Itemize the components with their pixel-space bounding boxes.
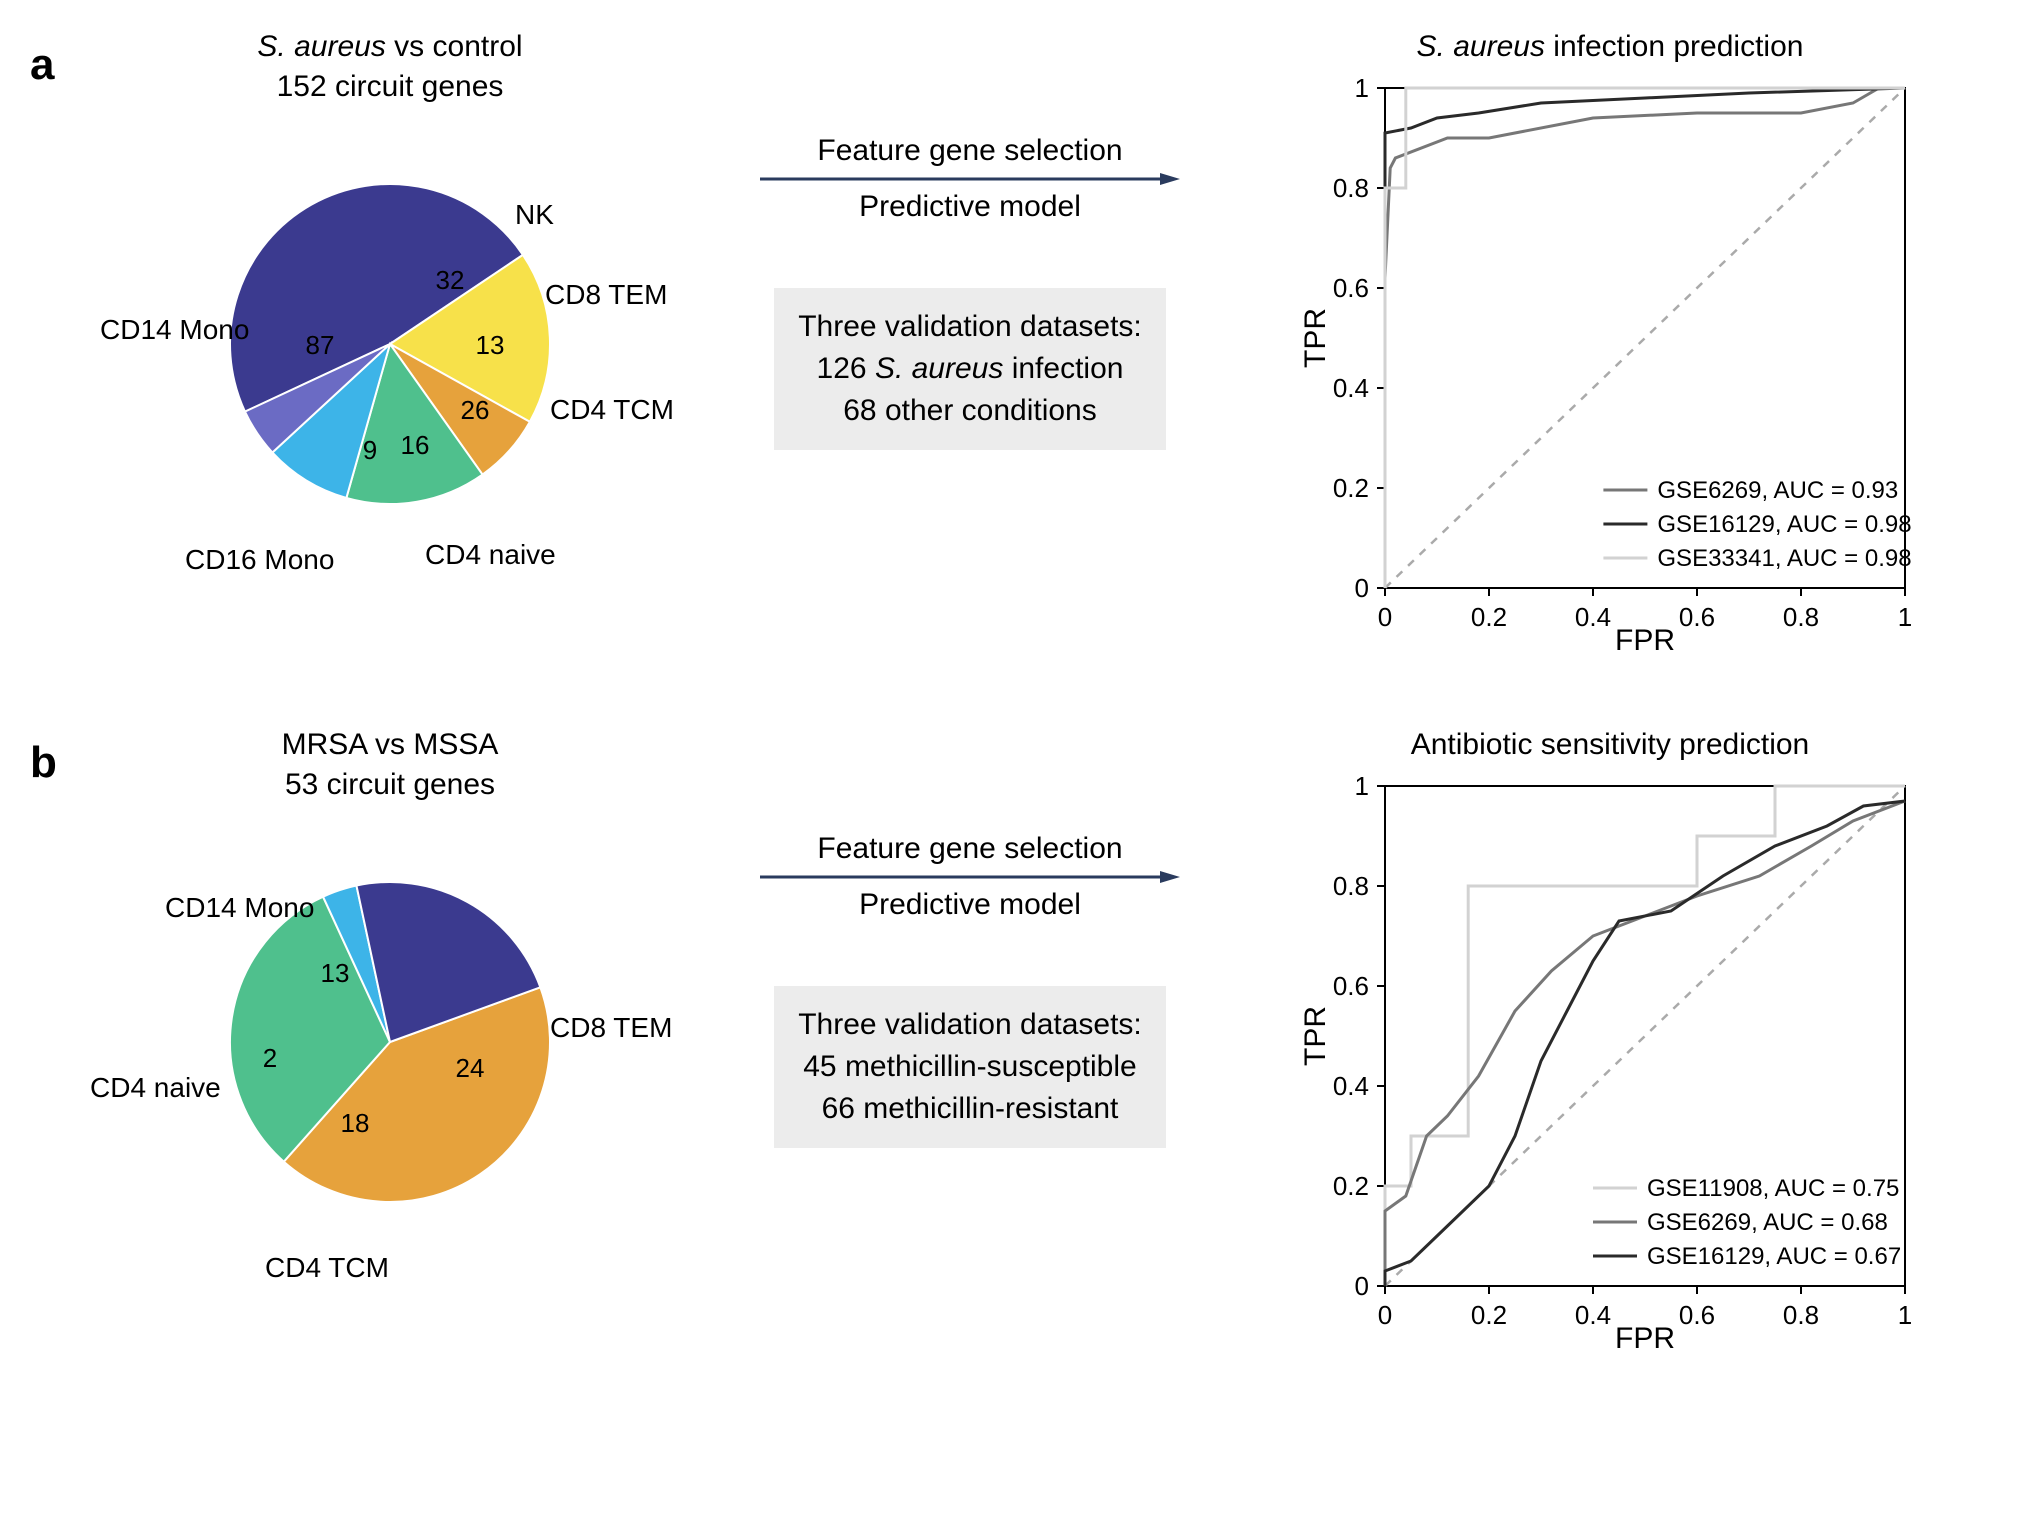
y-tick-label: 0.8 — [1333, 871, 1369, 901]
x-tick-label: 0.8 — [1783, 1300, 1819, 1330]
panel-a-info-box: Three validation datasets:126 S. aureus … — [774, 288, 1166, 450]
panel-a-middle: Feature gene selection Predictive model … — [690, 30, 1250, 450]
pie-slice-value: 18 — [341, 1108, 370, 1138]
pie-slice-label: CD16 Mono — [185, 544, 334, 576]
panel-b-arrow-line2: Predictive model — [760, 888, 1180, 922]
x-tick-label: 0.6 — [1679, 1300, 1715, 1330]
panel-b-roc-title: Antibiotic sensitivity prediction — [1250, 728, 1970, 762]
panel-a-pie-container: 87321326169CD14 MonoNKCD8 TEMCD4 TCMCD4 … — [90, 124, 690, 564]
legend-label: GSE11908, AUC = 0.75 — [1647, 1175, 1899, 1202]
y-tick-label: 0.6 — [1333, 273, 1369, 303]
pie-slice-label: CD4 naive — [90, 1072, 221, 1104]
pie-slice-label: CD4 naive — [425, 539, 556, 571]
pie-slice-label: CD14 Mono — [165, 892, 314, 924]
panel-a-pie-title: S. aureus vs control — [90, 30, 690, 64]
y-axis-label: TPR — [1299, 1006, 1332, 1066]
y-tick-label: 0 — [1355, 573, 1369, 603]
y-tick-label: 0.2 — [1333, 473, 1369, 503]
x-tick-label: 0 — [1378, 602, 1392, 632]
panel-a-label: a — [30, 30, 90, 90]
y-tick-label: 0.4 — [1333, 373, 1369, 403]
arrow-icon — [760, 870, 1180, 884]
pie-slice-label: CD4 TCM — [550, 394, 674, 426]
panel-a-roc-plot: 0 0.2 0.4 0.6 0.8 1 0 0.2 0.4 0.6 0.8 1 FPR TPR GSE626… — [1295, 78, 1925, 668]
legend-label: GSE6269, AUC = 0.93 — [1657, 477, 1898, 504]
x-axis-label: FPR — [1615, 1322, 1675, 1355]
pie-slice-value: 32 — [436, 265, 465, 295]
y-tick-label: 0.8 — [1333, 173, 1369, 203]
y-tick-label: 0.2 — [1333, 1171, 1369, 1201]
panel-b-roc-plot: 0 0.2 0.4 0.6 0.8 1 0 0.2 0.4 0.6 0.8 1 FPR TPR GSE119… — [1295, 776, 1925, 1366]
y-tick-label: 1 — [1355, 78, 1369, 103]
panel-a: a S. aureus vs control 152 circuit genes… — [30, 30, 2010, 668]
x-tick-label: 0.8 — [1783, 602, 1819, 632]
panel-b-pie-title: MRSA vs MSSA — [90, 728, 690, 762]
panel-a-roc-section: S. aureus infection prediction 0 0.2 0.4 0.… — [1250, 30, 1970, 668]
y-axis-label: TPR — [1299, 308, 1332, 368]
x-tick-label: 0.2 — [1471, 1300, 1507, 1330]
panel-b-pie-subtitle: 53 circuit genes — [90, 768, 690, 802]
panel-b-label: b — [30, 728, 90, 788]
legend-label: GSE16129, AUC = 0.67 — [1647, 1243, 1901, 1270]
legend-label: GSE16129, AUC = 0.98 — [1657, 511, 1911, 538]
x-axis-label: FPR — [1615, 624, 1675, 657]
x-tick-label: 1 — [1898, 602, 1912, 632]
panel-b-arrow-line1: Feature gene selection — [760, 832, 1180, 866]
panel-a-pie-subtitle: 152 circuit genes — [90, 70, 690, 104]
legend-label: GSE6269, AUC = 0.68 — [1647, 1209, 1888, 1236]
pie-slice-label: CD8 TEM — [545, 279, 667, 311]
x-tick-label: 1 — [1898, 1300, 1912, 1330]
x-tick-label: 0 — [1378, 1300, 1392, 1330]
panel-a-arrow-line2: Predictive model — [760, 190, 1180, 224]
arrow-icon — [760, 172, 1180, 186]
x-tick-label: 0.4 — [1575, 1300, 1611, 1330]
panel-b-pie-container: 2418213CD8 TEMCD4 TCMCD4 naiveCD14 Mono — [90, 822, 690, 1262]
x-tick-label: 0.4 — [1575, 602, 1611, 632]
pie-slice-value: 9 — [363, 435, 377, 465]
panel-b-pie-section: MRSA vs MSSA 53 circuit genes 24 18 2 13 CD8… — [90, 728, 690, 1262]
pie-slice-label: CD14 Mono — [100, 314, 249, 346]
pie-slice-label: CD4 TCM — [265, 1252, 389, 1284]
pie-slice-label: CD8 TEM — [550, 1012, 672, 1044]
pie-slice-label: NK — [515, 199, 554, 231]
pie-slice-value: 2 — [263, 1043, 277, 1073]
pie-slice-value: 16 — [401, 430, 430, 460]
pie-slice-value: 26 — [461, 395, 490, 425]
panel-a-pie-section: S. aureus vs control 152 circuit genes 8… — [90, 30, 690, 564]
pie-slice-value: 87 — [306, 330, 335, 360]
panel-b-info-box: Three validation datasets:45 methicillin… — [774, 986, 1166, 1148]
panel-a-arrow-line1: Feature gene selection — [760, 134, 1180, 168]
panel-a-arrow-block: Feature gene selection Predictive model — [760, 130, 1180, 228]
panel-b-middle: Feature gene selection Predictive model … — [690, 728, 1250, 1148]
x-tick-label: 0.2 — [1471, 602, 1507, 632]
pie-slice-value: 24 — [456, 1053, 485, 1083]
panel-a-roc-title: S. aureus infection prediction — [1250, 30, 1970, 64]
legend-label: GSE33341, AUC = 0.98 — [1657, 545, 1911, 572]
x-tick-label: 0.6 — [1679, 602, 1715, 632]
y-tick-label: 0.6 — [1333, 971, 1369, 1001]
panel-b-roc-section: Antibiotic sensitivity prediction 0 0.2 0.… — [1250, 728, 1970, 1366]
y-tick-label: 0.4 — [1333, 1071, 1369, 1101]
panel-b-arrow-block: Feature gene selection Predictive model — [760, 828, 1180, 926]
pie-slice-value: 13 — [321, 958, 350, 988]
y-tick-label: 1 — [1355, 776, 1369, 801]
pie-slice-value: 13 — [476, 330, 505, 360]
y-tick-label: 0 — [1355, 1271, 1369, 1301]
panel-b: b MRSA vs MSSA 53 circuit genes 24 18 2 13 C… — [30, 728, 2010, 1366]
